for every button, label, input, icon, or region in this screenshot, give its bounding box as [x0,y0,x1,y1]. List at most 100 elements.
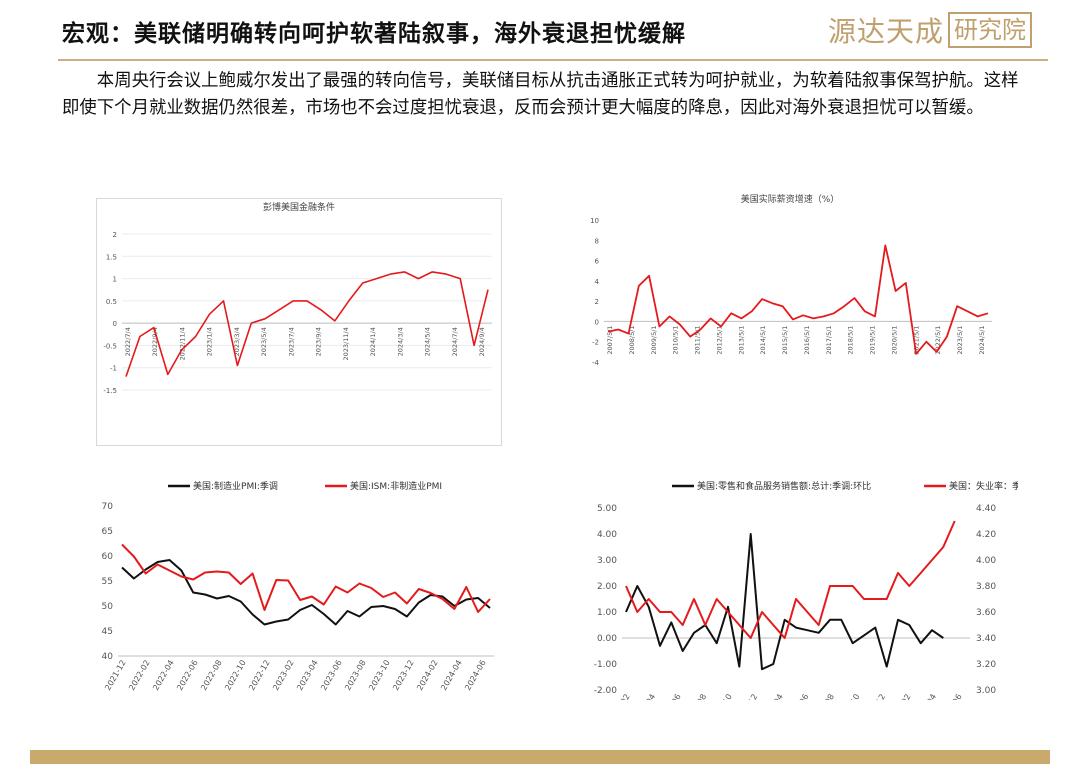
x-tick-label: 2023-04 [295,659,320,692]
y-tick-label: 3.00 [597,556,617,566]
x-tick-label: 2023-06 [786,693,811,701]
y-tick-label: -4 [592,359,600,367]
series-line-0 [607,244,989,355]
y-tick-label: 2 [595,298,599,306]
legend-label: 美国:制造业PMI:季调 [193,480,278,492]
x-tick-label: 2022-06 [658,693,683,701]
chart-title: 彭博美国金融条件 [263,201,335,213]
chart-svg-3: 美国:零售和食品服务销售额:总计:季调:环比 美国：失业率：季调（右轴） -2.00… [594,480,1018,701]
logo-box-text: 研究院 [948,12,1033,48]
y-tick-label: 1.00 [597,608,617,618]
logo-text: 源达天成 [828,15,945,48]
y-tick-label: 1 [113,276,117,284]
x-tick-label: 2023-10 [367,659,392,692]
x-tick-label: 2023/5/4 [260,327,268,356]
x-tick-label: 2023-02 [271,659,296,692]
y2-tick-label: 3.20 [976,660,996,670]
y2-tick-label: 4.40 [976,504,996,514]
y-tick-label: 4.00 [597,530,617,540]
x-tick-label: 2023-06 [319,659,344,692]
y-tick-label: -2 [592,339,599,347]
x-tick-label: 2023-04 [760,693,785,701]
x-tick-label: 2022-12 [247,659,272,692]
x-tick-label: 2022/5/1 [934,325,942,354]
x-tick-label: 2012/5/1 [715,325,723,354]
x-tick-label: 2023/7/4 [287,327,295,356]
x-tick-label: 2016/5/1 [803,325,811,354]
y-tick-label: -1.00 [594,660,618,670]
chart-border [96,198,502,446]
x-tick-label: 2024-02 [888,693,913,701]
series-line-0 [625,533,944,671]
y-tick-label: -2.00 [594,686,618,696]
x-tick-label: 2008/5/1 [628,325,636,354]
y2-tick-label: 4.20 [976,530,996,540]
chart-title: 美国实际薪资增速（%） [741,193,840,205]
legend-label: 美国:ISM:非制造业PMI [350,480,442,492]
page-title: 宏观：美联储明确转向呵护软著陆叙事，海外衰退担忧缓解 [62,21,686,47]
x-tick-label: 2019/5/1 [869,325,877,354]
x-tick-label: 2022-04 [151,659,176,692]
x-tick-label: 2023-10 [837,693,862,701]
chart-svg-2: 美国:制造业PMI:季调 美国:ISM:非制造业PMI 40 45 50 55 60 65 70… [102,480,494,692]
x-tick-label: 2013/5/1 [737,325,745,354]
x-tick-label: 2021/5/1 [912,325,920,354]
x-tick-label: 2022-10 [223,659,248,692]
y-tick-label: 40 [102,652,114,662]
x-tick-label: 2024/7/4 [451,327,459,356]
chart-financial-conditions: 彭博美国金融条件 -1.5 -1 -0.5 0 0.5 1 1.5 2 2022/7/4 2022/… [96,198,502,446]
x-tick-label: 2024-04 [914,693,939,701]
y-tick-label: 10 [590,217,599,225]
y-tick-label: 60 [102,552,114,562]
y-tick-label: 4 [595,278,600,286]
x-tick-label: 2024-04 [439,659,464,692]
x-tick-label: 2011/5/1 [694,325,702,354]
company-logo: 源达天成 研究院 [828,10,1033,50]
y2-tick-label: 3.40 [976,634,996,644]
series-line-1 [121,543,491,613]
y-tick-label: 1.5 [106,253,117,261]
y-tick-label: -0.5 [103,342,117,350]
x-tick-label: 2022/9/4 [151,327,159,356]
y-tick-label: 0.00 [597,634,617,644]
y-tick-label: 45 [102,627,113,637]
x-tick-label: 2010/5/1 [672,325,680,354]
x-tick-label: 2023/9/4 [315,327,323,356]
x-tick-label: 2024/5/1 [978,325,986,354]
x-tick-label: 2024/3/4 [396,327,404,356]
legend-label: 美国:零售和食品服务销售额:总计:季调:环比 [697,480,871,492]
y-tick-label: 2.00 [597,582,617,592]
x-tick-label: 2023-12 [863,693,888,701]
y-tick-label: -1.5 [103,387,117,395]
x-tick-label: 2022/11/4 [178,327,186,360]
x-tick-label: 2024-06 [939,693,964,701]
y-tick-label: 0 [595,318,599,326]
x-tick-label: 2014/5/1 [759,325,767,354]
x-tick-label: 2022-06 [175,659,200,692]
x-tick-label: 2018/5/1 [847,325,855,354]
x-tick-label: 2022-02 [127,659,152,692]
x-tick-label: 2023-08 [812,693,837,701]
y-tick-label: 50 [102,602,114,612]
body-paragraph-block: 本周央行会议上鲍威尔发出了最强的转向信号，美联储目标从抗击通胀正式转为呵护就业，… [62,68,1022,121]
x-tick-label: 2023-08 [343,659,368,692]
series-line-1 [625,520,956,639]
x-tick-label: 2024-02 [415,659,440,692]
x-tick-label: 2007/5/1 [606,325,614,354]
chart-svg-1: 美国实际薪资增速（%） -4 -2 0 2 4 6 8 10 2007/5/1 2008/5/1 20… [590,193,992,367]
y-tick-label: 6 [595,258,600,266]
chart-pmi: 美国:制造业PMI:季调 美国:ISM:非制造业PMI 40 45 50 55 60 65 70… [80,470,508,700]
x-tick-label: 2022-12 [735,693,760,701]
x-tick-label: 2024/5/4 [424,327,432,356]
x-tick-label: 2017/5/1 [825,325,833,354]
header-divider [58,59,1048,61]
y2-tick-label: 3.60 [976,608,996,618]
x-tick-label: 2023/5/1 [956,325,964,354]
y-tick-label: 5.00 [597,504,617,514]
y2-tick-label: 4.00 [976,556,996,566]
x-tick-label: 2009/5/1 [650,325,658,354]
page-header: 宏观：美联储明确转向呵护软著陆叙事，海外衰退担忧缓解 源达天成 研究院 [0,0,1080,62]
y2-tick-label: 3.00 [976,686,996,696]
y-tick-label: 70 [102,502,114,512]
chart-real-wage-growth: 美国实际薪资增速（%） -4 -2 0 2 4 6 8 10 2007/5/1 2008/5/1 20… [578,190,1002,434]
